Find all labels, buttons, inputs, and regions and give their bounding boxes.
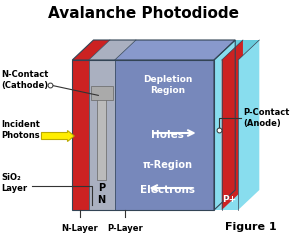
Polygon shape bbox=[214, 40, 235, 210]
Bar bbox=[115, 60, 222, 210]
Polygon shape bbox=[214, 40, 259, 60]
Text: Figure 1: Figure 1 bbox=[225, 222, 277, 232]
Text: Incident
Photons: Incident Photons bbox=[1, 120, 40, 140]
Bar bbox=[89, 60, 115, 210]
Text: N-Contact
(Cathode): N-Contact (Cathode) bbox=[1, 70, 48, 90]
Polygon shape bbox=[238, 40, 259, 210]
Text: P+: P+ bbox=[222, 195, 237, 205]
Bar bbox=[91, 86, 113, 100]
Text: N: N bbox=[97, 195, 105, 205]
Bar bbox=[72, 60, 89, 210]
Polygon shape bbox=[72, 40, 110, 60]
Text: P: P bbox=[98, 183, 105, 193]
Polygon shape bbox=[89, 40, 136, 60]
Text: Electrons: Electrons bbox=[140, 185, 195, 195]
Text: SiO₂
Layer: SiO₂ Layer bbox=[1, 173, 27, 193]
Text: P-Layer: P-Layer bbox=[108, 224, 143, 233]
Polygon shape bbox=[115, 40, 243, 60]
Bar bbox=[222, 60, 238, 210]
Text: Holes: Holes bbox=[151, 130, 184, 140]
Bar bbox=[97, 90, 106, 180]
Polygon shape bbox=[222, 40, 259, 60]
Bar bbox=[214, 60, 238, 210]
Text: N-Layer: N-Layer bbox=[62, 224, 98, 233]
Polygon shape bbox=[222, 40, 243, 210]
Text: Depletion
Region: Depletion Region bbox=[143, 75, 193, 95]
Text: π-Region: π-Region bbox=[143, 160, 193, 170]
Text: Avalanche Photodiode: Avalanche Photodiode bbox=[48, 6, 239, 21]
Bar bbox=[72, 60, 214, 210]
Text: P-Contact
(Anode): P-Contact (Anode) bbox=[243, 108, 289, 128]
FancyArrow shape bbox=[41, 130, 74, 142]
